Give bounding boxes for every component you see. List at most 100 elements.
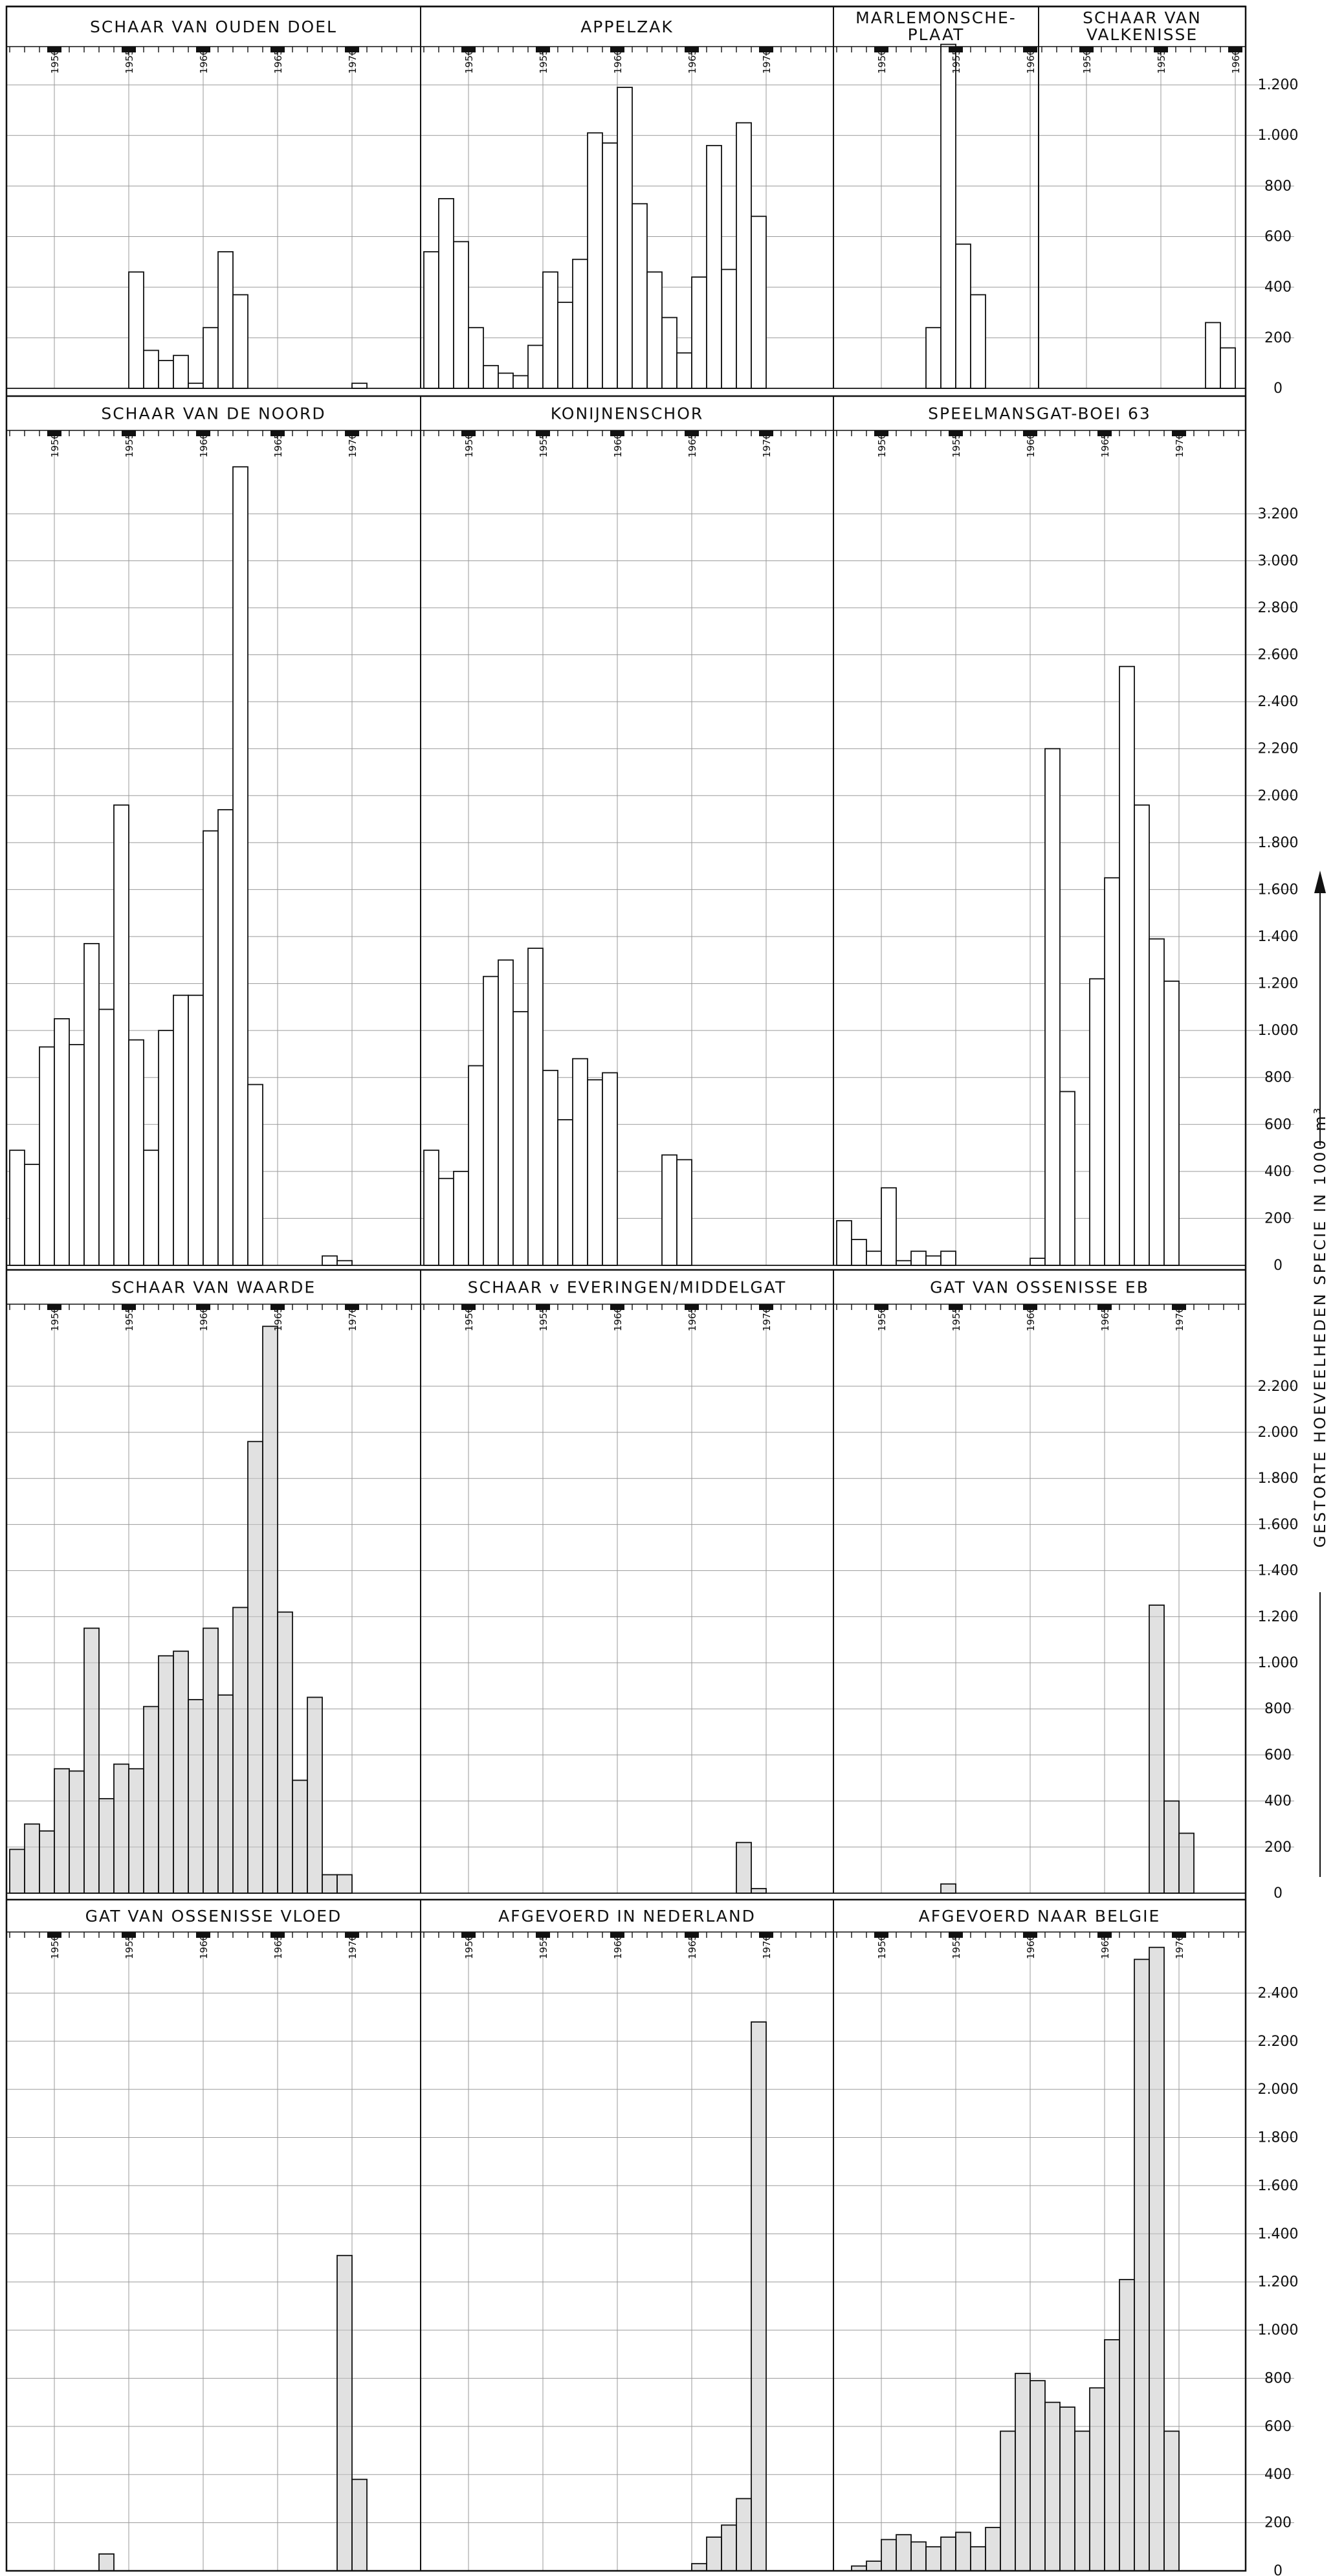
y-tick-label: 200 [1264,2515,1292,2531]
year-marker [685,1932,699,1938]
bar-speelmansgat-boei-63-1961 [1044,748,1061,1266]
y-tick-label: 2.000 [1258,788,1299,804]
year-tick-label: 1955 [951,49,962,74]
year-tick-label: 1955 [538,49,549,74]
bar-konijnenschor-1963 [661,1154,678,1266]
bar-schaar-van-de-noord-1958 [173,994,189,1266]
panel-title-marlemonsche-plaat: PLAAT [908,25,965,44]
bar-afgevoerd-naar-belgie-1960 [1030,2380,1046,2571]
y-tick-label: 600 [1264,229,1292,245]
year-tick-label: 1950 [49,433,61,458]
bar-konijnenschor-1948 [438,1177,454,1266]
bar-konijnenschor-1949 [453,1170,469,1266]
bar-afgevoerd-naar-belgie-1955 [955,2531,971,2571]
y-tick-label: 400 [1264,280,1292,296]
year-marker [461,430,476,436]
year-marker [270,1304,285,1310]
y-tick-label: 2.000 [1258,2082,1299,2098]
bar-schaar-v-everingen-middelgat-1968 [736,1841,752,1894]
year-marker [685,430,699,436]
year-marker [610,47,624,52]
year-tick-label: 1970 [761,49,773,74]
year-marker [461,1932,476,1938]
bar-afgevoerd-naar-belgie-1956 [970,2546,986,2571]
bar-speelmansgat-boei-63-1966 [1119,665,1135,1266]
y-tick-label: 0 [1273,1258,1283,1274]
bar-afgevoerd-naar-belgie-1953 [925,2546,942,2571]
bar-afgevoerd-in-nederland-1966 [706,2537,722,2571]
bar-schaar-van-waarde-1961 [217,1694,234,1894]
year-tick-label: 1950 [1081,49,1093,74]
year-marker [759,1932,773,1938]
y-tick-label: 1.400 [1258,929,1299,945]
year-tick-label: 1955 [951,1307,962,1331]
y-tick-label: 800 [1264,2370,1292,2386]
year-tick-label: 1970 [1174,433,1185,458]
bar-appelzak-1964 [676,352,692,389]
panel-title-schaar-van-de-noord: SCHAAR VAN DE NOORD [101,405,325,423]
year-marker [759,1304,773,1310]
year-marker [1023,1304,1037,1310]
year-marker [1097,1932,1112,1938]
bar-afgevoerd-in-nederland-1968 [736,2498,752,2571]
y-tick-label: 600 [1264,2419,1292,2435]
year-tick-label: 1960 [612,49,624,74]
year-marker [1097,1304,1112,1310]
bar-appelzak-1952 [498,372,514,389]
year-tick-label: 1955 [951,1935,962,1959]
y-tick-label: 1.600 [1258,2178,1299,2194]
year-marker [122,1932,136,1938]
year-marker [196,1304,210,1310]
bar-schaar-van-ouden-doel-1961 [217,251,234,389]
frame-layer [5,5,1247,2572]
y-tick-label: 1.800 [1258,1471,1299,1487]
bar-schaar-van-ouden-doel-1955 [128,271,144,389]
bar-schaar-van-ouden-doel-1958 [173,355,189,389]
year-marker [874,47,888,52]
year-marker [47,47,61,52]
panel-title-schaar-van-valkenisse: VALKENISSE [1086,25,1198,44]
bar-schaar-van-valkenisse-1959 [1220,347,1236,389]
year-marker [949,1932,963,1938]
bar-schaar-van-de-noord-1954 [113,804,129,1266]
year-tick-label: 1960 [612,1935,624,1959]
bar-schaar-van-ouden-doel-1962 [232,294,248,389]
bar-afgevoerd-naar-belgie-1965 [1104,2339,1120,2571]
y-tick-label: 1.400 [1258,1563,1299,1579]
year-tick-label: 1960 [1025,49,1037,74]
y-tick-label: 1.200 [1258,976,1299,992]
bar-schaar-van-de-noord-1953 [98,1008,115,1266]
y-tick-label: 600 [1264,1116,1292,1133]
bar-afgevoerd-naar-belgie-1962 [1059,2406,1075,2571]
bar-konijnenschor-1947 [423,1149,439,1266]
year-marker [1079,47,1094,52]
panel-title-appelzak: APPELZAK [580,17,674,36]
bar-schaar-van-waarde-1948 [24,1823,40,1894]
year-marker [759,47,773,52]
bar-appelzak-1950 [468,327,484,389]
bar-marlemonsche-plaat-1956 [970,294,986,389]
year-marker [1172,430,1186,436]
bar-appelzak-1967 [721,269,737,389]
panel-title-afgevoerd-naar-belgie: AFGEVOERD NAAR BELGIE [919,1907,1161,1926]
bar-schaar-van-waarde-1964 [262,1326,278,1894]
y-tick-label: 400 [1264,1164,1292,1180]
year-tick-label: 1955 [124,433,135,458]
bar-afgevoerd-naar-belgie-1968 [1149,1946,1165,2571]
y-tick-label: 600 [1264,1747,1292,1763]
bar-schaar-van-waarde-1954 [113,1763,129,1894]
panel-title-schaar-van-ouden-doel: SCHAAR VAN OUDEN DOEL [90,17,337,36]
year-tick-label: 1970 [1174,1935,1185,1959]
bar-appelzak-1956 [557,302,573,389]
year-marker [122,47,136,52]
year-tick-label: 1970 [761,433,773,458]
year-marker [1172,1304,1186,1310]
bar-schaar-van-de-noord-1957 [158,1030,174,1266]
bar-appelzak-1959 [602,142,618,389]
year-tick-label: 1950 [49,1935,61,1959]
year-tick-label: 1960 [1025,433,1037,458]
y-tick-label: 400 [1264,2467,1292,2483]
year-tick-label: 1950 [876,49,888,74]
bar-afgevoerd-naar-belgie-1950 [881,2538,897,2571]
